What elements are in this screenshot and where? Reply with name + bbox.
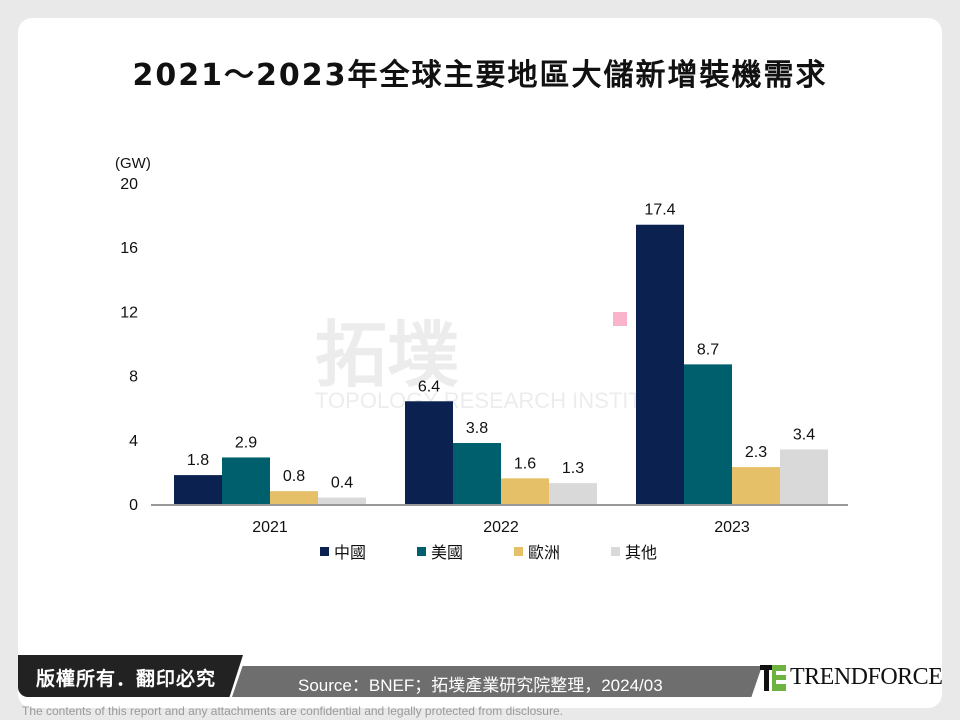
y-tick-label: 8 bbox=[129, 369, 138, 386]
bar bbox=[636, 224, 684, 505]
watermark: 拓墣 TOPOLOGY RESEARCH INSTITUTE bbox=[315, 313, 686, 413]
data-label: 3.8 bbox=[466, 420, 488, 437]
bar bbox=[318, 497, 366, 504]
chart-title: 2021～2023年全球主要地區大儲新增裝機需求 bbox=[132, 58, 828, 93]
bar bbox=[684, 364, 732, 504]
bar bbox=[174, 475, 222, 504]
data-label: 1.6 bbox=[514, 455, 536, 472]
bar bbox=[501, 478, 549, 504]
pink-marker bbox=[613, 312, 627, 326]
y-tick-label: 4 bbox=[129, 433, 138, 450]
copyright-banner: 版權所有．翻印必究 bbox=[18, 655, 243, 697]
bar bbox=[453, 443, 501, 504]
data-label: 0.4 bbox=[331, 475, 353, 492]
legend-label: 中國 bbox=[334, 543, 366, 562]
copyright-text: 版權所有．翻印必究 bbox=[36, 668, 217, 690]
x-tick-label: 2022 bbox=[483, 519, 519, 536]
bar bbox=[270, 491, 318, 504]
source-text: Source：BNEF；拓墣產業研究院整理，2024/03 bbox=[298, 676, 663, 695]
x-tick-label: 2021 bbox=[252, 519, 288, 536]
data-label: 8.7 bbox=[697, 341, 719, 358]
legend-swatch bbox=[417, 547, 426, 556]
watermark-logo: 拓墣 bbox=[315, 313, 459, 397]
legend-swatch bbox=[611, 547, 620, 556]
y-axis-unit: (GW) bbox=[115, 155, 151, 172]
bar bbox=[780, 449, 828, 504]
trendforce-logo-icon bbox=[760, 664, 786, 691]
bar bbox=[405, 401, 453, 504]
data-label: 1.3 bbox=[562, 460, 584, 477]
source-banner: Source：BNEF；拓墣產業研究院整理，2024/03 bbox=[232, 666, 762, 697]
trendforce-logo-text: TRENDFORCE bbox=[790, 664, 943, 690]
x-tick-label: 2023 bbox=[714, 519, 750, 536]
trendforce-logo: TRENDFORCE bbox=[760, 664, 943, 691]
y-tick-label: 20 bbox=[120, 176, 138, 193]
legend-swatch bbox=[320, 547, 329, 556]
bar bbox=[549, 483, 597, 504]
y-tick-label: 0 bbox=[129, 497, 138, 514]
legend-label: 美國 bbox=[431, 543, 463, 562]
watermark-subtitle: TOPOLOGY RESEARCH INSTITUTE bbox=[315, 388, 686, 413]
bar bbox=[222, 457, 270, 504]
disclaimer: The contents of this report and any atta… bbox=[22, 704, 563, 718]
data-label: 6.4 bbox=[418, 378, 440, 395]
data-label: 0.8 bbox=[283, 468, 305, 485]
data-label: 3.4 bbox=[793, 426, 815, 443]
data-label: 17.4 bbox=[644, 202, 675, 219]
y-tick-label: 16 bbox=[120, 240, 138, 257]
data-label: 2.3 bbox=[745, 444, 767, 461]
bar bbox=[732, 467, 780, 504]
slide-card bbox=[18, 18, 942, 708]
legend-swatch bbox=[514, 547, 523, 556]
y-tick-label: 12 bbox=[120, 304, 138, 321]
data-label: 1.8 bbox=[187, 452, 209, 469]
legend-label: 歐洲 bbox=[528, 543, 560, 562]
data-label: 2.9 bbox=[235, 434, 257, 451]
legend-label: 其他 bbox=[625, 543, 657, 562]
